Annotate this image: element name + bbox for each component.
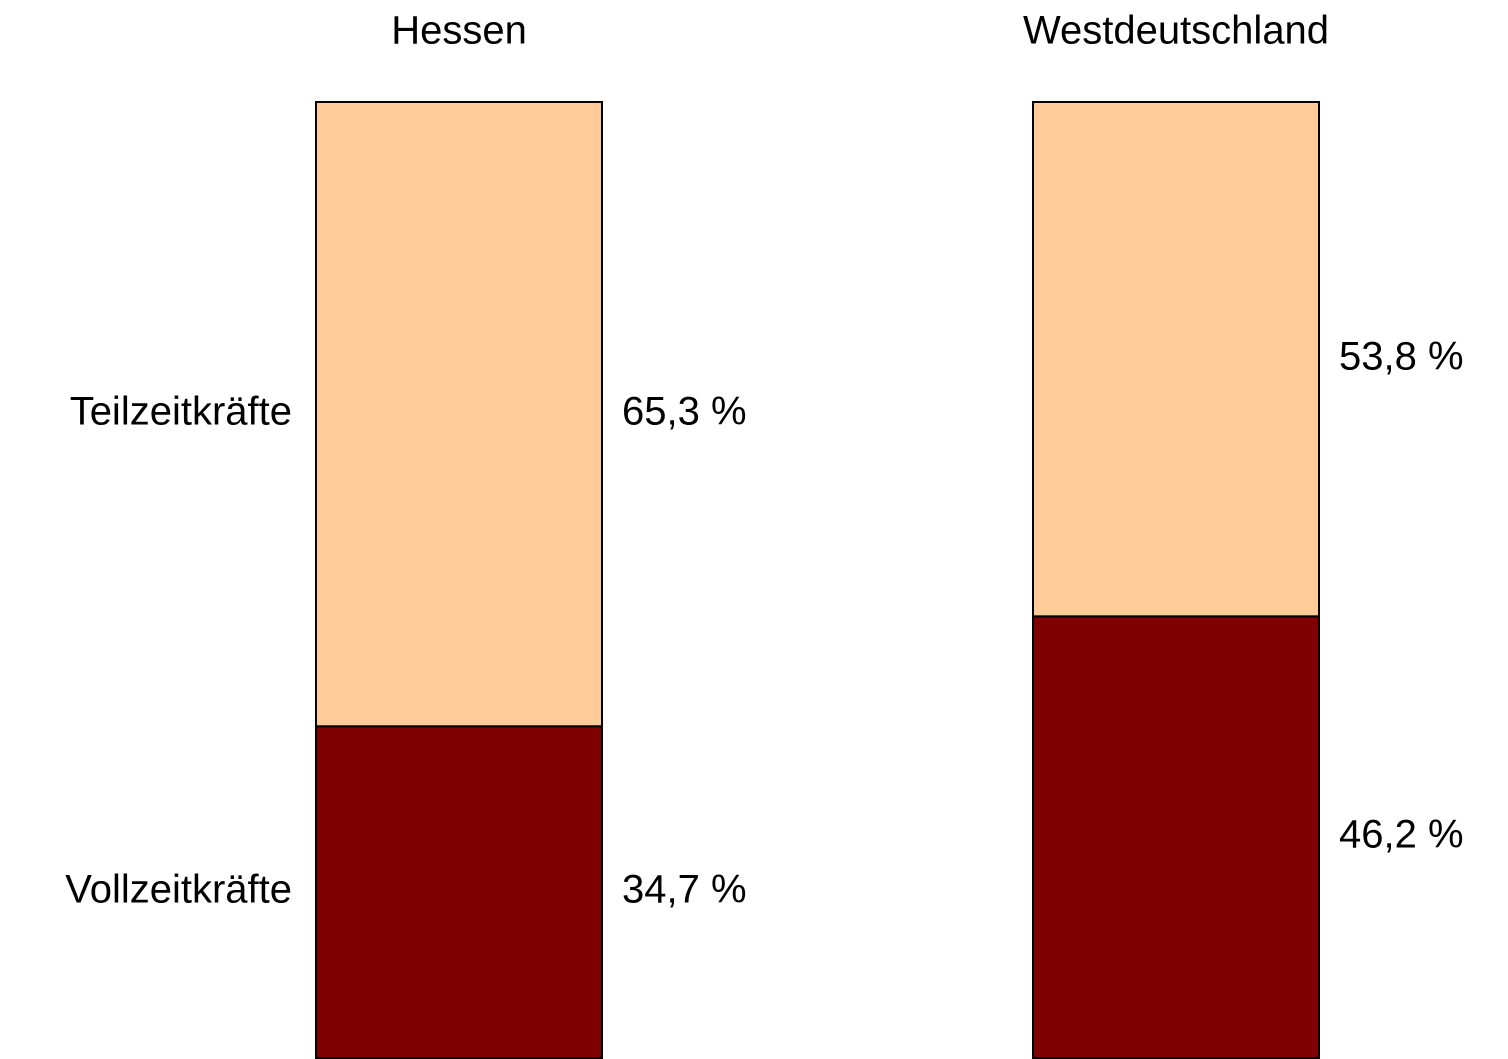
bar-segment: [315, 725, 603, 1059]
category-title: Westdeutschland: [1023, 9, 1329, 53]
series-label: Teilzeitkräfte: [70, 390, 292, 434]
series-label: Vollzeitkräfte: [65, 868, 292, 912]
bar-segment: [1032, 101, 1320, 618]
value-label: 53,8 %: [1339, 335, 1464, 379]
bar-segment: [1032, 615, 1320, 1059]
value-label: 65,3 %: [622, 390, 747, 434]
value-label: 46,2 %: [1339, 813, 1464, 857]
bar-segment: [315, 101, 603, 728]
value-label: 34,7 %: [622, 868, 747, 912]
category-title: Hessen: [391, 9, 527, 53]
